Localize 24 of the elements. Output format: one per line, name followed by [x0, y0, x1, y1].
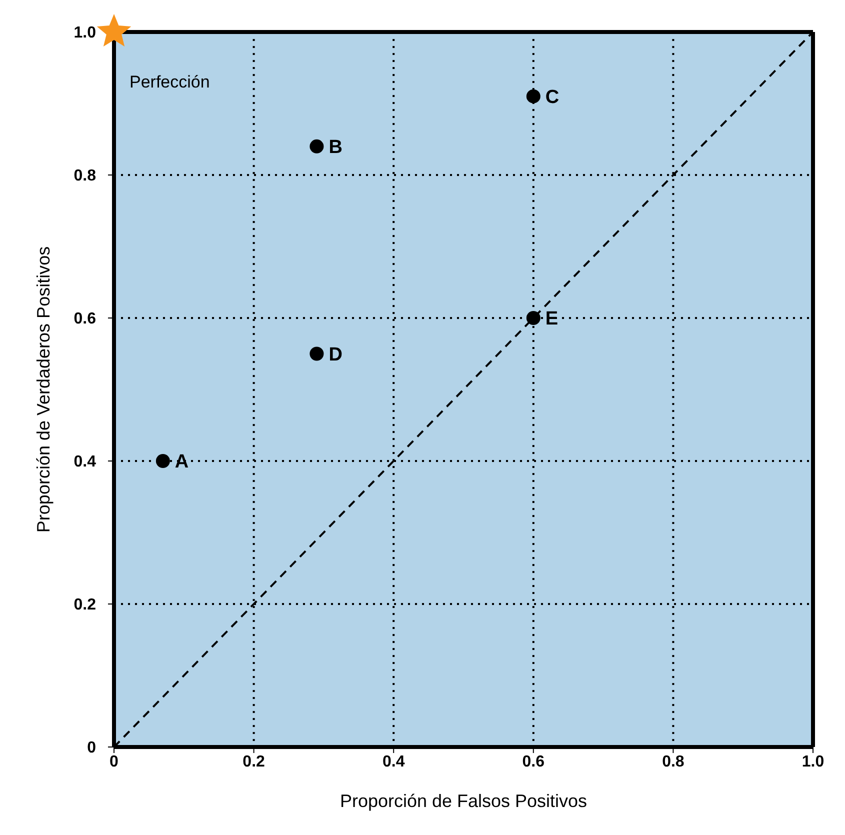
point — [526, 89, 540, 104]
y-tick-label: 0.6 — [74, 310, 96, 328]
y-tick-label: 0.4 — [74, 454, 96, 471]
annotation: D — [328, 344, 342, 366]
series-label: Perfección — [129, 72, 210, 92]
point — [156, 454, 170, 468]
y-tick-label: 0.8 — [74, 168, 96, 185]
y-tick-label: 0.2 — [74, 596, 96, 614]
point — [310, 346, 324, 361]
x-tick-label: 0.6 — [522, 753, 545, 770]
x-tick-label: 0.8 — [662, 753, 684, 770]
x-tick-label: 0 — [110, 753, 119, 770]
annotation: C — [545, 87, 560, 108]
y-axis-title: Proporción de Verdaderos Positivos — [33, 246, 54, 533]
point — [96, 14, 132, 47]
y-tick-label: 1.0 — [74, 24, 96, 42]
point — [526, 311, 540, 325]
x-tick-label: 0.4 — [382, 753, 405, 770]
point — [310, 139, 324, 154]
y-tick-label: 0 — [87, 740, 96, 757]
x-tick-label: 1.0 — [802, 753, 824, 770]
x-axis-title: Proporción de Falsos Positivos — [340, 791, 588, 811]
annotation: B — [328, 137, 342, 158]
x-tick-label: 0.2 — [242, 753, 266, 770]
